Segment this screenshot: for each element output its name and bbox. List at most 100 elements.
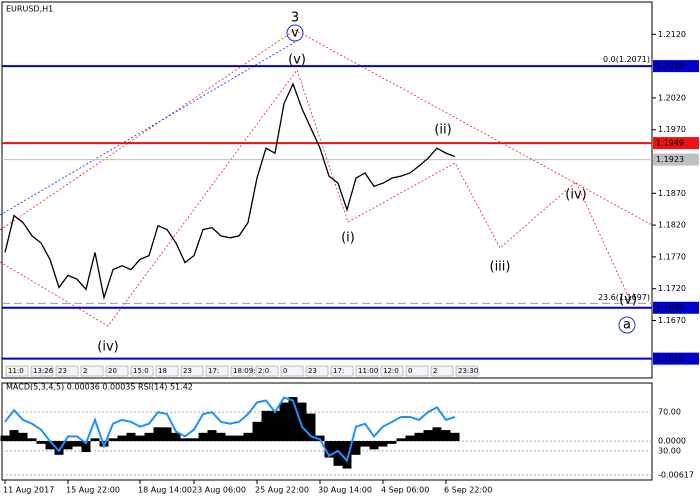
session-box (430, 365, 454, 377)
macd-bar (9, 430, 19, 442)
session-label: 23:30 (458, 367, 478, 375)
session-box (30, 365, 54, 377)
level-label: 1.1949 (656, 139, 684, 148)
macd-bar (378, 441, 388, 447)
session-box (255, 365, 279, 377)
x-tick-label: 30 Aug 14:00 (318, 486, 372, 495)
session-box (180, 365, 204, 377)
session-box (405, 365, 429, 377)
y-tick-label: 1.1770 (658, 252, 686, 261)
y-tick-label: -0.00617 (658, 470, 694, 479)
x-tick-label: 25 Aug 22:00 (255, 486, 309, 495)
macd-bar (288, 397, 298, 442)
fib-label: 23.6(1.1697) (598, 293, 650, 302)
y-tick-label: 1.1870 (658, 189, 686, 198)
macd-bar (234, 435, 244, 442)
wave-path (0, 69, 629, 327)
session-box (455, 365, 479, 377)
session-label: 17: (208, 367, 219, 375)
macd-bar (180, 438, 190, 442)
session-box (5, 365, 29, 377)
x-tick-label: 11 Aug 2017 (3, 486, 54, 495)
session-label: 13:26 (33, 367, 54, 375)
wave-label: (v) (619, 293, 637, 308)
macd-bar (414, 432, 424, 442)
y-tick-label: 1.1670 (658, 316, 686, 325)
session-box (55, 365, 79, 377)
wave-label: a (623, 318, 631, 333)
macd-bar (306, 413, 316, 442)
session-label: 18 (158, 367, 167, 375)
macd-bar (63, 441, 73, 450)
x-tick-label: 4 Sep 06:00 (381, 486, 429, 495)
macd-bar (216, 432, 226, 442)
wave-label: (iv) (97, 340, 118, 355)
macd-bar (432, 427, 442, 442)
y2-tick-label: 30.00 (658, 446, 681, 455)
level-box (653, 352, 699, 365)
macd-bar (297, 402, 307, 442)
macd-bar (72, 441, 82, 447)
macd-bar (324, 441, 334, 458)
macd-bar (387, 441, 397, 444)
session-label: 0 (283, 367, 287, 375)
macd-bar (198, 432, 208, 442)
macd-bar (342, 441, 352, 469)
x-tick-label: 6 Sep 22:00 (444, 486, 492, 495)
channel-line (0, 29, 653, 231)
macd-bar (36, 441, 46, 444)
session-label: 2 (83, 367, 87, 375)
macd-bar (54, 441, 64, 455)
channel-line (0, 41, 296, 216)
level-label: 1.1690 (656, 303, 684, 312)
level-label: 1.2070 (656, 62, 684, 71)
macd-bar (162, 427, 172, 442)
y-tick-label: 1.2020 (658, 93, 686, 102)
macd-bar (207, 430, 217, 442)
session-label: 0 (408, 367, 412, 375)
macd-bar (189, 438, 199, 442)
macd-bar (90, 438, 100, 442)
session-box (80, 365, 104, 377)
macd-bar (450, 432, 460, 442)
x-tick-label: 23 Aug 06:00 (192, 486, 246, 495)
macd-bar (396, 438, 406, 442)
wave-label: (ii) (434, 123, 451, 138)
y-tick-label: 1.1720 (658, 284, 686, 293)
macd-bar (351, 441, 361, 455)
session-box (380, 365, 404, 377)
macd-bar (18, 432, 28, 442)
y2-tick-label: 70.00 (658, 408, 681, 417)
macd-bar (153, 427, 163, 442)
macd-bar (360, 441, 370, 447)
macd-bar (270, 410, 280, 442)
wave-label: 3 (291, 11, 299, 26)
session-label: 15:0 (133, 367, 149, 375)
indicator-title: MACD(5,3,4,5) 0.00036 0.00035 RSI(14) 51… (6, 383, 193, 392)
session-label: 11:00 (358, 367, 378, 375)
level-box (653, 137, 699, 150)
price-frame (1, 1, 653, 379)
session-box (130, 365, 154, 377)
session-box (280, 365, 304, 377)
macd-bar (144, 432, 154, 442)
session-label: 23 (183, 367, 192, 375)
y-tick-label: 0.0000 (658, 437, 686, 446)
x-tick-label: 18 Aug 14:00 (138, 486, 192, 495)
macd-bar (423, 430, 433, 442)
session-box (330, 365, 354, 377)
macd-bar (171, 432, 181, 442)
rsi-line (4, 396, 456, 463)
y-tick-label: 1.2120 (658, 30, 686, 39)
wave-circle (286, 24, 304, 42)
macd-bar (252, 421, 262, 442)
session-box (155, 365, 179, 377)
wave-label: v (291, 26, 299, 41)
session-label: 23 (58, 367, 67, 375)
macd-bar (369, 441, 379, 450)
macd-bar (405, 435, 415, 442)
symbol-title: EURUSD,H1 (6, 5, 53, 14)
session-label: 23 (308, 367, 317, 375)
